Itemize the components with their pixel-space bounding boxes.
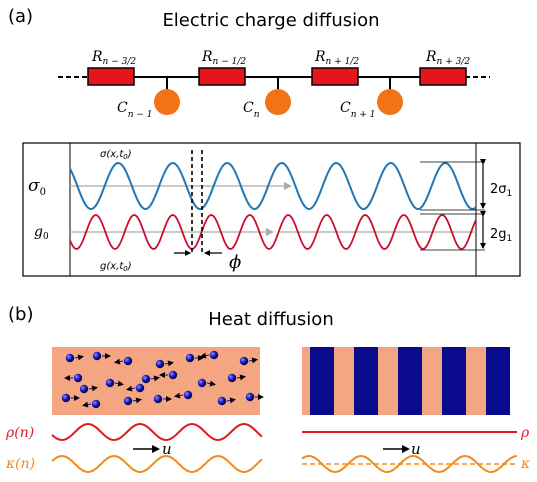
panel-b-title: Heat diffusion xyxy=(208,309,333,330)
capacitor-2 xyxy=(265,89,291,115)
stripe-4 xyxy=(442,347,466,415)
capacitor-3 xyxy=(377,89,403,115)
velocity-label-left: u xyxy=(162,440,172,458)
resistor-label-2: Rn − 1/2 xyxy=(201,49,246,67)
particle xyxy=(123,396,133,406)
particle-velocity-arrow xyxy=(150,375,160,382)
kappa-wave-right xyxy=(301,454,518,474)
capacitor-label-1: Cn − 1 xyxy=(117,100,153,120)
particle xyxy=(141,374,151,384)
phase-label: ϕ xyxy=(229,252,241,273)
particle xyxy=(183,390,193,400)
particle-velocity-arrow xyxy=(174,392,184,399)
sigma-func-label: σ(x,t0) xyxy=(100,149,132,161)
particle xyxy=(227,373,237,383)
particle xyxy=(73,373,83,383)
panel-a-label: (a) xyxy=(8,6,33,27)
particle xyxy=(79,384,89,394)
particle xyxy=(197,378,207,388)
particle-velocity-arrow xyxy=(200,352,210,359)
sigma-wave xyxy=(69,162,477,211)
particle xyxy=(168,370,178,380)
particle xyxy=(209,350,219,360)
kappa-label-right: κ xyxy=(520,456,530,472)
velocity-label-right: u xyxy=(411,440,421,458)
resistor-label-3: Rn + 1/2 xyxy=(314,49,359,67)
panel-a-title: Electric charge diffusion xyxy=(162,10,379,31)
particle xyxy=(239,356,249,366)
resistor-label-1: Rn − 3/2 xyxy=(91,49,136,67)
particle xyxy=(153,394,163,404)
particle-velocity-arrow xyxy=(126,385,136,392)
g-func-label: g(x,t0) xyxy=(100,261,132,273)
stripe-3 xyxy=(398,347,422,415)
particle xyxy=(92,351,102,361)
particle xyxy=(105,378,115,388)
particle-velocity-arrow xyxy=(248,357,258,364)
particle xyxy=(91,399,101,409)
particle xyxy=(217,396,227,406)
particle-velocity-arrow xyxy=(88,385,98,392)
stripe-2 xyxy=(354,347,378,415)
particle xyxy=(123,356,133,366)
particle-velocity-arrow xyxy=(226,397,236,404)
particle xyxy=(61,393,71,403)
sigma-amplitude-label: 2σ1 xyxy=(490,182,512,199)
stripe-1 xyxy=(310,347,334,415)
particle xyxy=(155,359,165,369)
kappa-label: κ(n) xyxy=(5,456,35,472)
particle-velocity-arrow xyxy=(82,401,92,408)
circuit xyxy=(58,67,490,115)
resistor-label-4: Rn + 3/2 xyxy=(425,49,470,67)
particle-velocity-arrow xyxy=(74,354,84,361)
g-wave xyxy=(69,214,477,250)
panel-b-label: (b) xyxy=(8,304,33,325)
g-amplitude-label: 2g1 xyxy=(490,227,512,244)
resistor-2 xyxy=(198,67,246,86)
particle-velocity-arrow xyxy=(236,374,246,381)
striped-box xyxy=(302,347,510,415)
rho-label: ρ(n) xyxy=(5,425,34,441)
particles xyxy=(61,350,264,409)
particle-box xyxy=(52,347,260,415)
rho-wave xyxy=(51,422,263,442)
particle-velocity-arrow xyxy=(114,380,124,387)
particle xyxy=(135,383,145,393)
particle-velocity-arrow xyxy=(132,397,142,404)
sigma0-label: σ0 xyxy=(28,176,46,198)
stripe-5 xyxy=(486,347,510,415)
kappa-wave xyxy=(51,454,263,474)
resistor-4 xyxy=(419,67,467,86)
resistor-1 xyxy=(87,67,135,86)
particle-velocity-arrow xyxy=(164,360,174,367)
capacitor-label-2: Cn xyxy=(243,100,260,120)
capacitor-1 xyxy=(154,89,180,115)
particle xyxy=(185,353,195,363)
particle xyxy=(245,392,255,402)
rho-label-right: ρ xyxy=(520,425,530,441)
resistor-3 xyxy=(311,67,359,86)
capacitor-label-3: Cn + 1 xyxy=(340,100,376,120)
particle-velocity-arrow xyxy=(206,380,216,387)
wave-box xyxy=(22,142,521,277)
particle xyxy=(65,353,75,363)
particle-velocity-arrow xyxy=(114,358,124,365)
g0-label: g0 xyxy=(34,224,49,242)
